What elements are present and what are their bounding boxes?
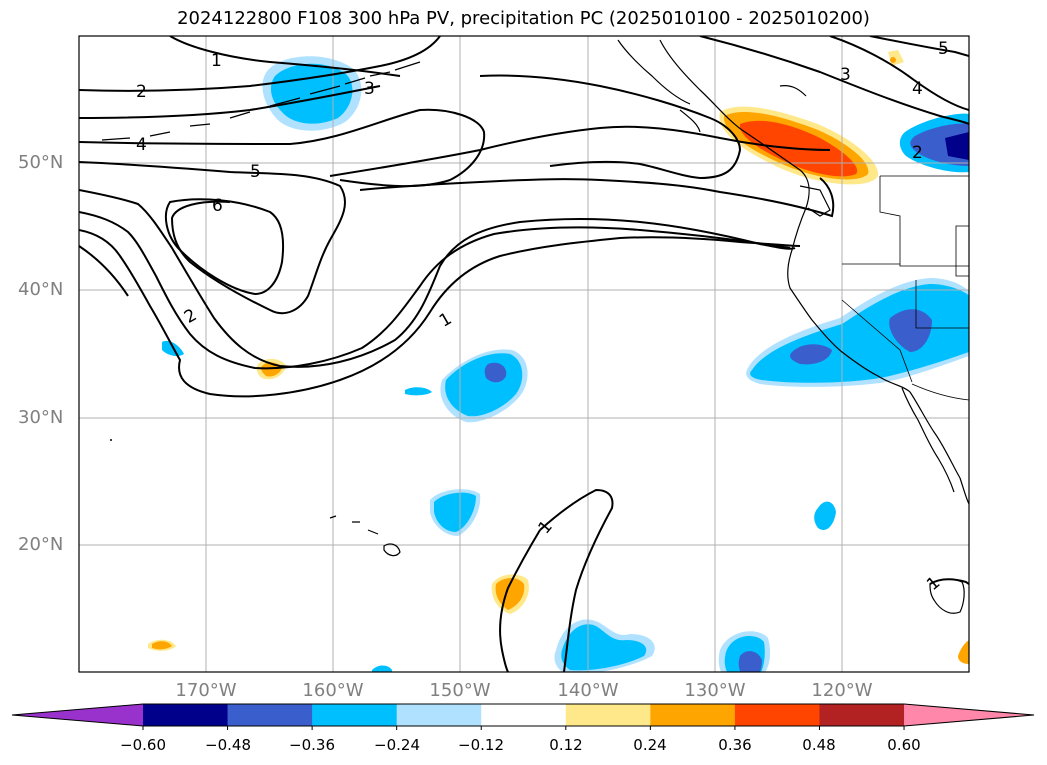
pv-contour-se [929, 578, 969, 585]
colorbar-tick-label: −0.48 [205, 736, 251, 754]
lat-tick-label: 30°N [18, 407, 64, 428]
precip-negative-region [889, 309, 932, 352]
precip-negative-region [561, 624, 647, 671]
precip-negative-region [738, 651, 762, 672]
colorbar-tick-label: 0.48 [802, 736, 836, 754]
pv-contour-south-b [499, 529, 541, 672]
lat-tick-label: 40°N [18, 279, 64, 300]
pv-contour-label: 3 [364, 79, 375, 99]
pv-contour-outer [79, 189, 796, 368]
pv-contour-central [359, 177, 835, 218]
precip-negative-region [814, 501, 836, 531]
colorbar-swatch [819, 704, 905, 726]
pv-contour-mid [479, 74, 742, 180]
colorbar-swatch [650, 704, 736, 726]
pv-contour-4 [79, 85, 381, 119]
precip-negative-region [405, 387, 432, 396]
lon-tick-label: 160°W [302, 680, 364, 701]
pv-contour-1 [169, 36, 401, 77]
pv-contour-low [79, 245, 129, 297]
colorbar-swatch [396, 704, 482, 726]
precip-positive-region [152, 641, 172, 650]
pv-contour-3 [79, 229, 801, 398]
lon-tick-label: 120°W [811, 680, 873, 701]
pv-contour-ne3 [869, 36, 969, 57]
pv-contour-label: 5 [250, 162, 261, 182]
colorbar-tick-label: −0.12 [458, 736, 504, 754]
pv-contour-label: 4 [912, 79, 923, 99]
colorbar-tick-label: 0.24 [633, 736, 667, 754]
pv-contour-label: 6 [212, 196, 223, 216]
pv-contour-label: 2 [912, 143, 923, 163]
colorbar-swatch [734, 704, 820, 726]
pv-contours [79, 36, 969, 672]
colorbar-tick-label: −0.24 [374, 736, 420, 754]
coastlines [101, 39, 969, 614]
colorbar-tick-label: 0.12 [549, 736, 583, 754]
precip-negative-region [484, 362, 507, 383]
pv-contour-label: 1 [211, 51, 222, 71]
pv-contour-2b [79, 211, 791, 370]
precip-positive-region [958, 640, 969, 664]
map-title: 2024122800 F108 300 hPa PV, precipitatio… [177, 8, 870, 29]
map-frame [78, 35, 970, 673]
colorbar [11, 703, 1035, 730]
lat-tick-label: 50°N [18, 152, 64, 173]
colorbar-swatch [565, 704, 651, 726]
lon-tick-label: 130°W [684, 680, 746, 701]
pv-contour-5 [79, 161, 346, 315]
precip-shading [148, 50, 969, 672]
lon-tick-label: 170°W [175, 680, 237, 701]
pv-contour-label: 2 [136, 82, 147, 102]
pv-contour-label: 4 [136, 135, 147, 155]
colorbar-tick-label: −0.60 [120, 736, 166, 754]
lat-tick-label: 20°N [18, 534, 64, 555]
pv-contour-south [539, 488, 614, 672]
lon-tick-label: 140°W [557, 680, 619, 701]
map-area: 1 2 3 4 5 6 2 1 1 3 4 2 5 1 [79, 36, 969, 672]
colorbar-tick-label: 0.60 [887, 736, 921, 754]
pv-contour-upper [329, 125, 831, 177]
precip-negative-region [790, 344, 832, 365]
pv-contour-2 [79, 36, 441, 92]
precip-negative-region [945, 132, 969, 160]
pv-contour-6 [164, 198, 285, 296]
colorbar-extension-min [12, 704, 143, 726]
colorbar-tick-label: −0.36 [289, 736, 335, 754]
colorbar-swatch [312, 704, 398, 726]
pv-contour-ne1 [699, 36, 969, 125]
colorbar-swatch [227, 704, 313, 726]
colorbar-tick-label: 0.36 [718, 736, 752, 754]
pv-contour-ne2 [829, 36, 969, 111]
precip-negative-region [372, 665, 392, 672]
colorbar-extension-max [904, 704, 1034, 726]
pv-contour-main [79, 108, 486, 188]
colorbar-swatch [143, 704, 229, 726]
gridlines [79, 36, 969, 672]
colorbar-swatch [481, 704, 567, 726]
lon-tick-label: 150°W [429, 680, 491, 701]
pv-contour-label: 5 [938, 39, 949, 59]
precip-negative-region [434, 492, 476, 532]
pv-contour-label: 3 [840, 65, 851, 85]
